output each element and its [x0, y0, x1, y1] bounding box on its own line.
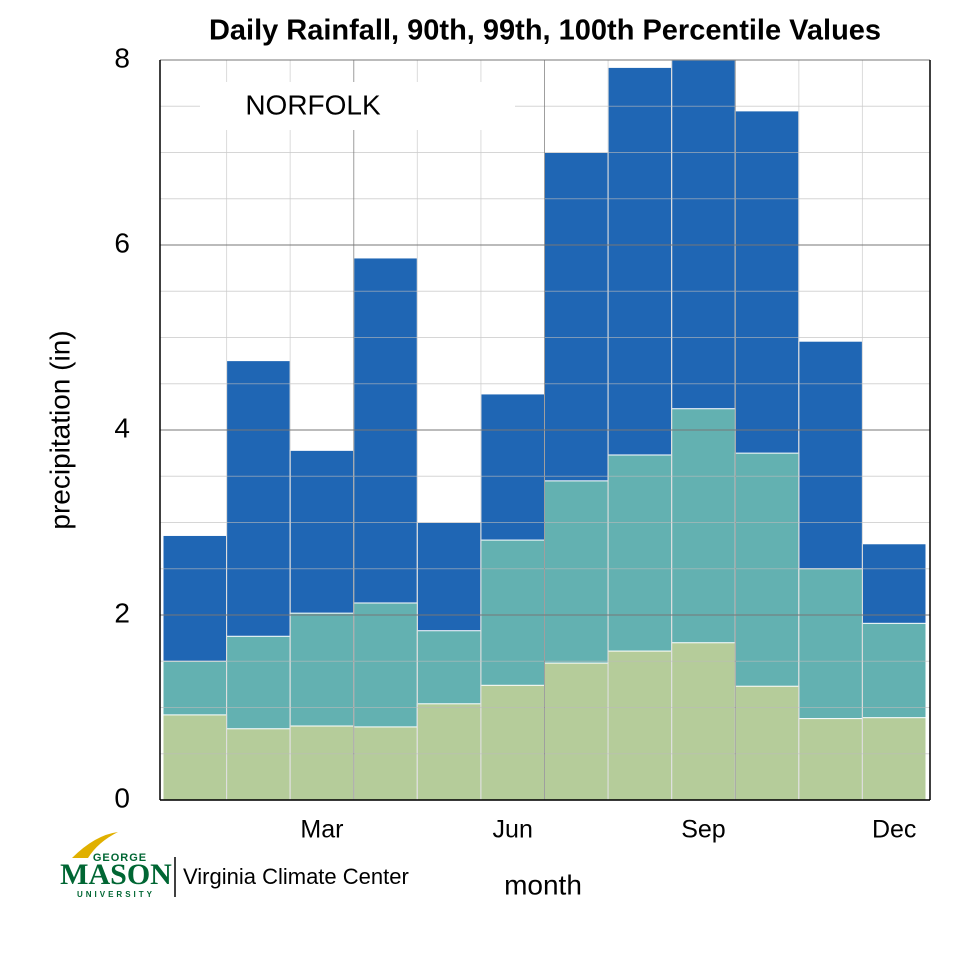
bar: [162, 714, 228, 801]
y-tick-label: 0: [114, 782, 130, 813]
bar: [353, 726, 418, 801]
y-tick-label: 4: [114, 412, 130, 443]
bar: [861, 717, 927, 801]
bar: [544, 662, 609, 801]
annotation: NORFOLK: [245, 89, 381, 120]
x-tick-label: Dec: [872, 816, 916, 844]
chart-title: Daily Rainfall, 90th, 99th, 100th Percen…: [209, 15, 881, 47]
bar: [671, 642, 736, 801]
bar: [607, 650, 673, 801]
logo-top: GEORGE: [93, 852, 147, 864]
logo-mark: [72, 832, 118, 858]
x-tick-label: Sep: [681, 816, 725, 844]
logo-bottom: UNIVERSITY: [77, 890, 155, 899]
y-tick-label: 8: [114, 42, 130, 73]
bar: [734, 685, 800, 801]
logo: GEORGE MASON UNIVERSITY Virginia Climate…: [60, 832, 409, 899]
y-axis-label: precipitation (in): [44, 330, 75, 529]
logo-org: Virginia Climate Center: [183, 864, 409, 889]
y-tick-label: 2: [114, 597, 130, 628]
x-tick-label: Jun: [493, 816, 533, 844]
bar: [798, 718, 863, 801]
logo-main: MASON: [60, 858, 172, 891]
bar: [289, 725, 355, 801]
bar: [416, 703, 482, 801]
annotation-box: [200, 82, 515, 130]
bar: [480, 684, 545, 801]
x-axis-label: month: [504, 869, 582, 900]
x-tick-label: Mar: [300, 816, 343, 844]
y-tick-label: 6: [114, 227, 130, 258]
bar: [226, 728, 291, 801]
